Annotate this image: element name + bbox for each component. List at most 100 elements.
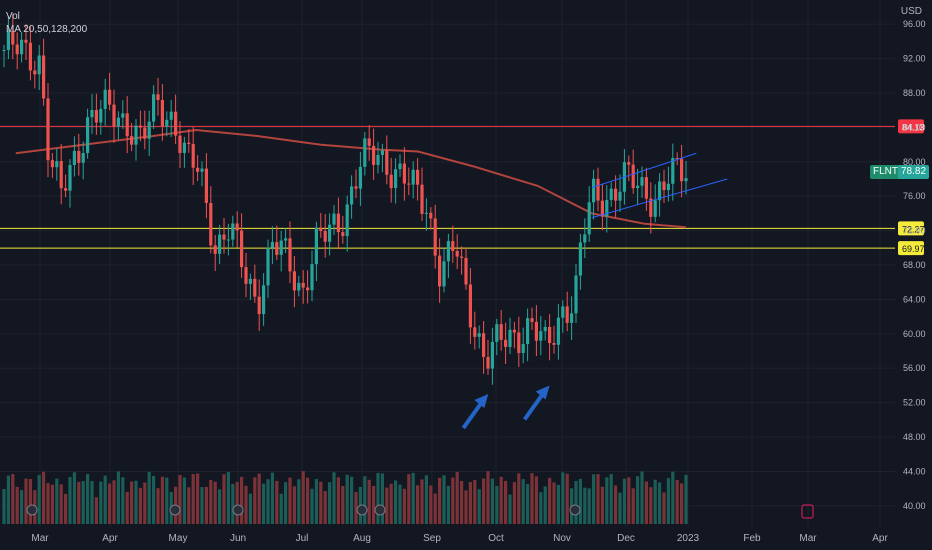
x-axis[interactable]: Mar Apr May Jun Jul Aug Sep Oct Nov Dec 2023 Feb Mar… [31,533,888,544]
candle-body [385,150,389,175]
volume-bar [314,479,318,524]
y-tick-label: 84.00 [903,122,926,132]
level-label: 72.27 [902,224,925,234]
volume-bar [636,476,640,524]
channel-line[interactable] [591,152,697,189]
candle-body [143,127,147,139]
volume-bar [565,473,569,524]
arrow-up-right-icon[interactable] [522,385,550,421]
candle-body [592,178,596,203]
candle-body [86,117,90,154]
candle-body [310,264,314,291]
volume-bar [90,481,94,524]
y-axis[interactable]: 96.00 92.00 88.00 84.00 80.00 76.00 72.00 68.00… [903,19,926,511]
volume-bar [429,485,433,524]
volume-bar [367,479,371,524]
earnings-marker-icon[interactable] [232,504,244,516]
candle-body [187,142,191,144]
y-tick-label: 76.00 [903,191,926,201]
candle-body [675,158,679,160]
volume-bar [336,477,340,524]
candle-body [336,213,340,233]
volume-bar [350,476,354,524]
volume-bar [666,478,670,524]
candle-body [420,184,424,214]
volume-bar [130,481,134,524]
volume-bar [64,493,68,524]
ma-label[interactable]: MA 20,50,128,200 [6,24,88,35]
candle-body [407,183,411,185]
arrow-shaft [461,398,485,430]
candle-body [662,181,666,191]
candle-body [473,327,477,337]
volume-bar [160,476,164,524]
earnings-marker-icon[interactable] [356,504,368,516]
trend-channel[interactable] [591,152,728,219]
y-tick-label: 96.00 [903,19,926,29]
volume-bar [561,472,565,524]
volume-bar [270,472,274,524]
volume-bar [556,484,560,524]
volume-bar [266,479,270,524]
volume-bar [596,474,600,524]
volume-bar [301,471,305,524]
candle-body [11,30,15,45]
x-tick-label: Oct [488,533,504,544]
earnings-marker-icon[interactable] [569,504,581,516]
y-tick-label: 64.00 [903,294,926,304]
event-markers[interactable] [26,504,814,519]
candle-body [411,169,415,185]
symbol-badge: FLNT [870,165,901,179]
volume-bar [328,482,332,524]
volume-bar [28,479,32,524]
volume-bar [125,491,129,524]
volume-bar [86,473,90,524]
candle-body [72,150,76,166]
annotation-arrows[interactable] [461,385,550,430]
volume-bar [433,493,437,524]
event-flag-icon[interactable] [801,504,814,519]
horizontal-levels[interactable]: 84.13 72.27 69.97 [0,119,925,256]
candle-body [526,318,530,345]
candle-body [605,200,609,217]
arrow-up-right-icon[interactable] [461,394,489,430]
volume-bar [495,485,499,524]
candle-body [451,241,455,251]
candle-body [512,329,516,333]
channel-line[interactable] [591,178,728,219]
level-tag [898,119,924,134]
arrow-head [535,385,550,400]
volume-bar [297,479,301,524]
volume-bar [284,482,288,524]
earnings-marker-icon[interactable] [169,504,181,516]
candle-body [147,121,151,139]
volume-bar [20,490,24,524]
candle-body [565,306,569,323]
arrow-shaft [522,390,547,421]
earnings-marker-icon[interactable] [374,504,386,516]
candle-body [684,178,688,182]
candle-body [55,161,59,168]
volume-label[interactable]: Vol [6,11,20,22]
volume-bar [235,481,239,524]
candle-body [358,166,362,189]
candle-body [125,113,129,137]
x-tick-label: Feb [743,533,761,544]
volume-bar [231,484,235,524]
volume-bar [508,494,512,524]
candle-body [354,186,358,189]
earnings-marker-icon[interactable] [26,504,38,516]
volume-bar [416,485,420,524]
candle-body [314,227,318,265]
candle-body [301,282,305,288]
candle-body [94,110,98,123]
candle-body [574,275,578,314]
volume-bar [455,471,459,524]
volume-bar [257,473,261,524]
candle-body [209,202,213,246]
volume-bar [55,478,59,524]
candle-body [99,108,103,123]
candle-body [174,111,178,136]
candle-body [394,169,398,189]
